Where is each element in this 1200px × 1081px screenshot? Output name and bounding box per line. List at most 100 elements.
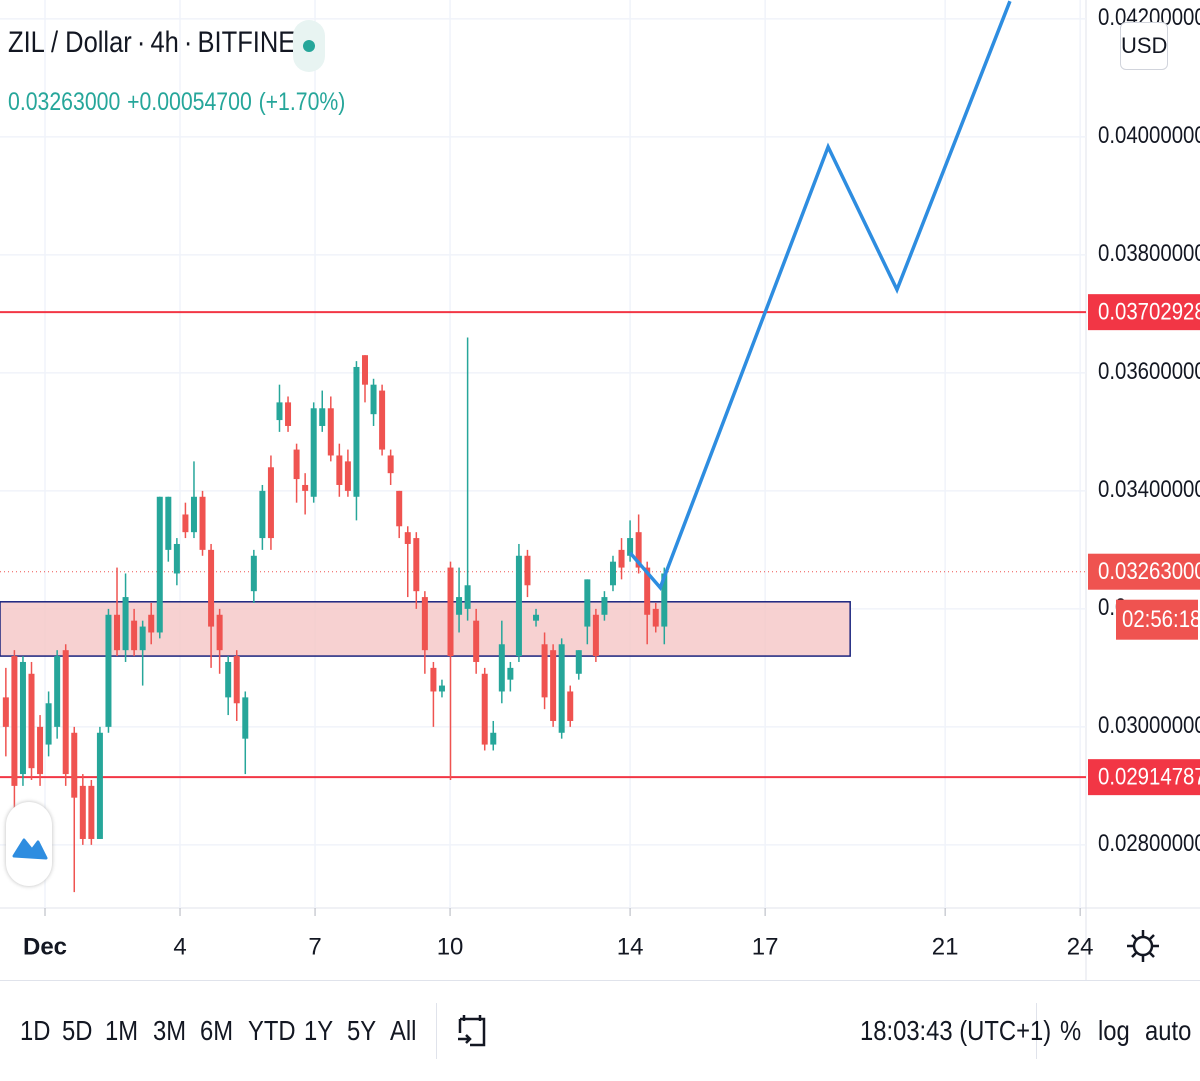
- candle-body: [148, 614, 155, 633]
- x-tick-label: 24: [1067, 933, 1094, 960]
- candle-body: [88, 785, 95, 839]
- candle-body: [473, 620, 480, 662]
- candle-body: [165, 496, 172, 550]
- range-button[interactable]: 5Y: [347, 1015, 377, 1046]
- x-tick-label: 21: [932, 933, 959, 960]
- candle-body: [319, 408, 326, 426]
- candle-body: [293, 449, 300, 480]
- candle-body: [267, 467, 274, 539]
- candle-body: [481, 673, 488, 745]
- interval: 4h: [150, 26, 179, 59]
- range-button[interactable]: 5D: [62, 1015, 93, 1046]
- toolbar: 1D 5D 1M 3M 6M YTD 1Y 5Y All 18:03:43 (UTC+1)% log…: [0, 980, 1200, 1081]
- level-label-box: [1088, 759, 1200, 796]
- candle-body: [139, 626, 146, 651]
- candle-body: [173, 543, 180, 574]
- last-price-label: 0.03263000: [1098, 558, 1200, 585]
- candle-body: [635, 532, 642, 568]
- candle-body: [438, 685, 445, 692]
- candle-body: [114, 614, 121, 651]
- projection-line: [628, 0, 1012, 591]
- candle-body: [601, 597, 608, 615]
- market-status[interactable]: [293, 20, 325, 72]
- candle-body: [225, 661, 232, 698]
- sep: ·: [183, 26, 193, 59]
- candle-body: [182, 514, 189, 533]
- range-button[interactable]: 3M: [153, 1015, 187, 1046]
- candle-body: [250, 555, 257, 592]
- candle-body: [507, 667, 514, 680]
- candle-body: [387, 455, 394, 474]
- candle-body: [370, 384, 377, 415]
- date-range-icon[interactable]: [456, 1011, 490, 1051]
- y-tick-label: 0.03600000: [1098, 358, 1200, 385]
- candle-body: [456, 597, 463, 615]
- percent-toggle[interactable]: %: [1060, 1015, 1082, 1046]
- candle-body: [54, 656, 61, 727]
- candle-body: [592, 614, 599, 657]
- log-toggle[interactable]: log: [1098, 1015, 1130, 1046]
- range-button[interactable]: 1D: [20, 1015, 51, 1046]
- chart: 0.042000000.040000000.038000000.03600000…: [0, 0, 1200, 980]
- candle-body: [584, 579, 591, 627]
- range-button[interactable]: 1M: [105, 1015, 139, 1046]
- candle-body: [310, 408, 317, 497]
- candle-body: [233, 656, 240, 704]
- time[interactable]: 18:03:43 (UTC+1): [860, 1015, 1052, 1046]
- candle-body: [71, 732, 78, 798]
- candle-body: [156, 496, 163, 633]
- y-tick-label: 0.03800000: [1098, 240, 1200, 267]
- candle-body: [515, 555, 522, 657]
- candle-body: [336, 455, 343, 485]
- quote: 0.03263000 +0.00054700 (+1.70%): [8, 88, 352, 117]
- candle-body: [550, 650, 557, 721]
- level-label-box: [1088, 294, 1200, 331]
- candle-body: [242, 697, 249, 739]
- candle-body: [413, 538, 420, 592]
- candle-body: [652, 608, 659, 627]
- candle-body: [609, 561, 616, 586]
- auto-toggle[interactable]: auto: [1145, 1015, 1192, 1046]
- candle-body: [490, 732, 497, 745]
- candle-body: [644, 567, 651, 615]
- symbol-header[interactable]: ZIL / Dollar · 4h · BITFINEX: [8, 26, 317, 60]
- y-tick-label: 0.03000000: [1098, 712, 1200, 739]
- candle-body: [558, 644, 565, 733]
- candle-body: [302, 484, 309, 491]
- candle-body: [122, 597, 129, 651]
- candle-body: [2, 697, 9, 727]
- separator: [436, 1003, 437, 1059]
- x-tick-label: 7: [308, 933, 321, 960]
- y-tick-label: 0.02800000: [1098, 830, 1200, 857]
- candle-body: [344, 461, 351, 491]
- candle-body: [276, 402, 283, 421]
- range-button[interactable]: 1Y: [304, 1015, 334, 1046]
- candle-body: [396, 490, 403, 527]
- candle-body: [19, 661, 26, 775]
- level-label: 0.02914787: [1098, 763, 1200, 790]
- candle-body: [533, 614, 540, 621]
- x-tick-label: 10: [437, 933, 464, 960]
- candle-body: [79, 785, 86, 839]
- settings-icon: [1127, 930, 1159, 962]
- logo[interactable]: [6, 802, 52, 886]
- range-button[interactable]: All: [390, 1015, 417, 1046]
- candle-body: [498, 644, 505, 692]
- sep: ·: [136, 26, 146, 59]
- y-tick-label: 0.04000000: [1098, 122, 1200, 149]
- candle-body: [567, 691, 574, 721]
- y-tick-label: 0.03400000: [1098, 476, 1200, 503]
- settings-icon: [1132, 935, 1154, 957]
- currency-button[interactable]: USD: [1120, 22, 1168, 70]
- candle-body: [62, 650, 69, 775]
- range-button[interactable]: 6M: [200, 1015, 234, 1046]
- candle-body: [199, 496, 206, 550]
- x-tick-label: 17: [752, 933, 779, 960]
- candle-body: [404, 532, 411, 544]
- price: 0.03263000: [8, 88, 121, 116]
- level-label: 0.03702928: [1098, 298, 1200, 325]
- x-tick-label: 14: [617, 933, 644, 960]
- range-button[interactable]: YTD: [248, 1015, 296, 1046]
- separator: [1036, 1003, 1037, 1059]
